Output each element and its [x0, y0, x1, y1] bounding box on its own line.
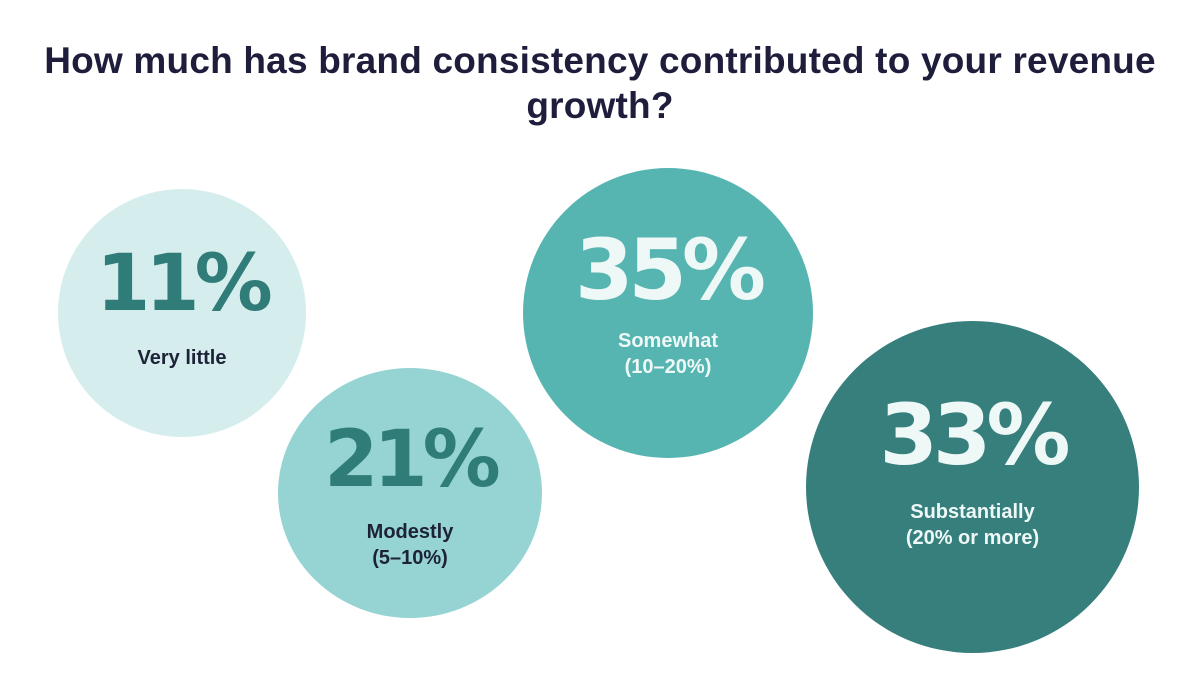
bubble-label: Modestly (5–10%): [366, 521, 454, 569]
bubble-label: Substantially (20% or more): [905, 501, 1040, 549]
bubble-value: 21%: [324, 415, 501, 505]
bubble-value: 33%: [879, 386, 1070, 484]
bubble-very-little: 11% Very little: [58, 189, 306, 437]
bubble-substantially: 33% Substantially (20% or more): [806, 321, 1139, 653]
bubble-somewhat: 35% Somewhat (10–20%): [523, 168, 813, 458]
bubble-value: 35%: [574, 221, 766, 319]
bubble-label: Somewhat (10–20%): [617, 330, 719, 378]
chart-title: How much has brand consistency contribut…: [44, 40, 1156, 126]
bubble-label: Very little: [137, 347, 227, 369]
bubble-value: 11%: [96, 239, 273, 329]
bubble-modestly: 21% Modestly (5–10%): [278, 368, 542, 618]
